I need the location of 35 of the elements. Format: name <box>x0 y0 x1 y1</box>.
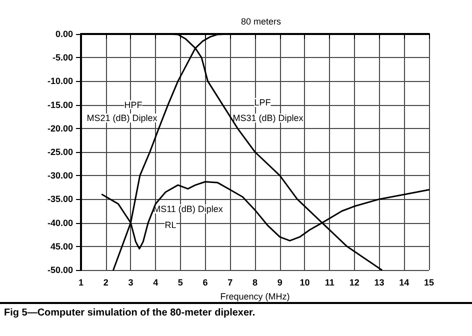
y-tick-label: -5.00 <box>52 52 73 63</box>
x-tick-label: 11 <box>324 278 334 288</box>
caption: Fig 5—Computer simulation of the 80-meter diplexer. <box>4 308 256 318</box>
annotation: MS21 (dB) Diplex <box>86 113 158 123</box>
y-tick-label: -25.00 <box>47 147 73 157</box>
x-tick-label: 12 <box>349 278 360 288</box>
y-tick-label: -10.00 <box>47 76 73 86</box>
y-tick-label: -15.00 <box>47 100 73 110</box>
x-tick-label: 2 <box>103 278 108 288</box>
annotation: HPF <box>124 100 143 110</box>
x-tick-label: 7 <box>228 278 233 288</box>
x-tick-label: 3 <box>128 278 134 288</box>
y-tick-label: -35.00 <box>47 194 73 204</box>
annotation: MS31 (dB) Diplex <box>232 113 304 123</box>
annotation: MS11 (dB) Diplex <box>153 204 224 214</box>
x-tick-label: 14 <box>399 278 410 288</box>
x-tick-label: 10 <box>300 278 310 288</box>
x-tick-label: 13 <box>374 278 384 288</box>
x-tick-label: 9 <box>277 278 282 288</box>
y-tick-label: -20.00 <box>47 123 73 134</box>
y-tick-label: 0.00 <box>55 29 73 39</box>
y-tick-label: 45.00 <box>50 241 73 252</box>
chart-title: 80 meters <box>240 16 282 26</box>
annotation: LPF <box>254 97 272 108</box>
x-tick-label: 8 <box>252 278 258 288</box>
y-tick-label: -50.00 <box>47 265 73 275</box>
x-tick-label: 6 <box>202 278 208 288</box>
y-tick-label: -30.00 <box>47 170 73 181</box>
y-tick-label: -40.00 <box>47 218 73 228</box>
x-tick-label: 4 <box>153 278 158 288</box>
x-tick-label: 5 <box>178 278 183 288</box>
x-tick-label: 15 <box>424 278 434 288</box>
x-axis-title: Frequency (MHz) <box>220 291 290 302</box>
x-tick-label: 1 <box>78 278 84 288</box>
annotation: RL <box>164 220 176 230</box>
